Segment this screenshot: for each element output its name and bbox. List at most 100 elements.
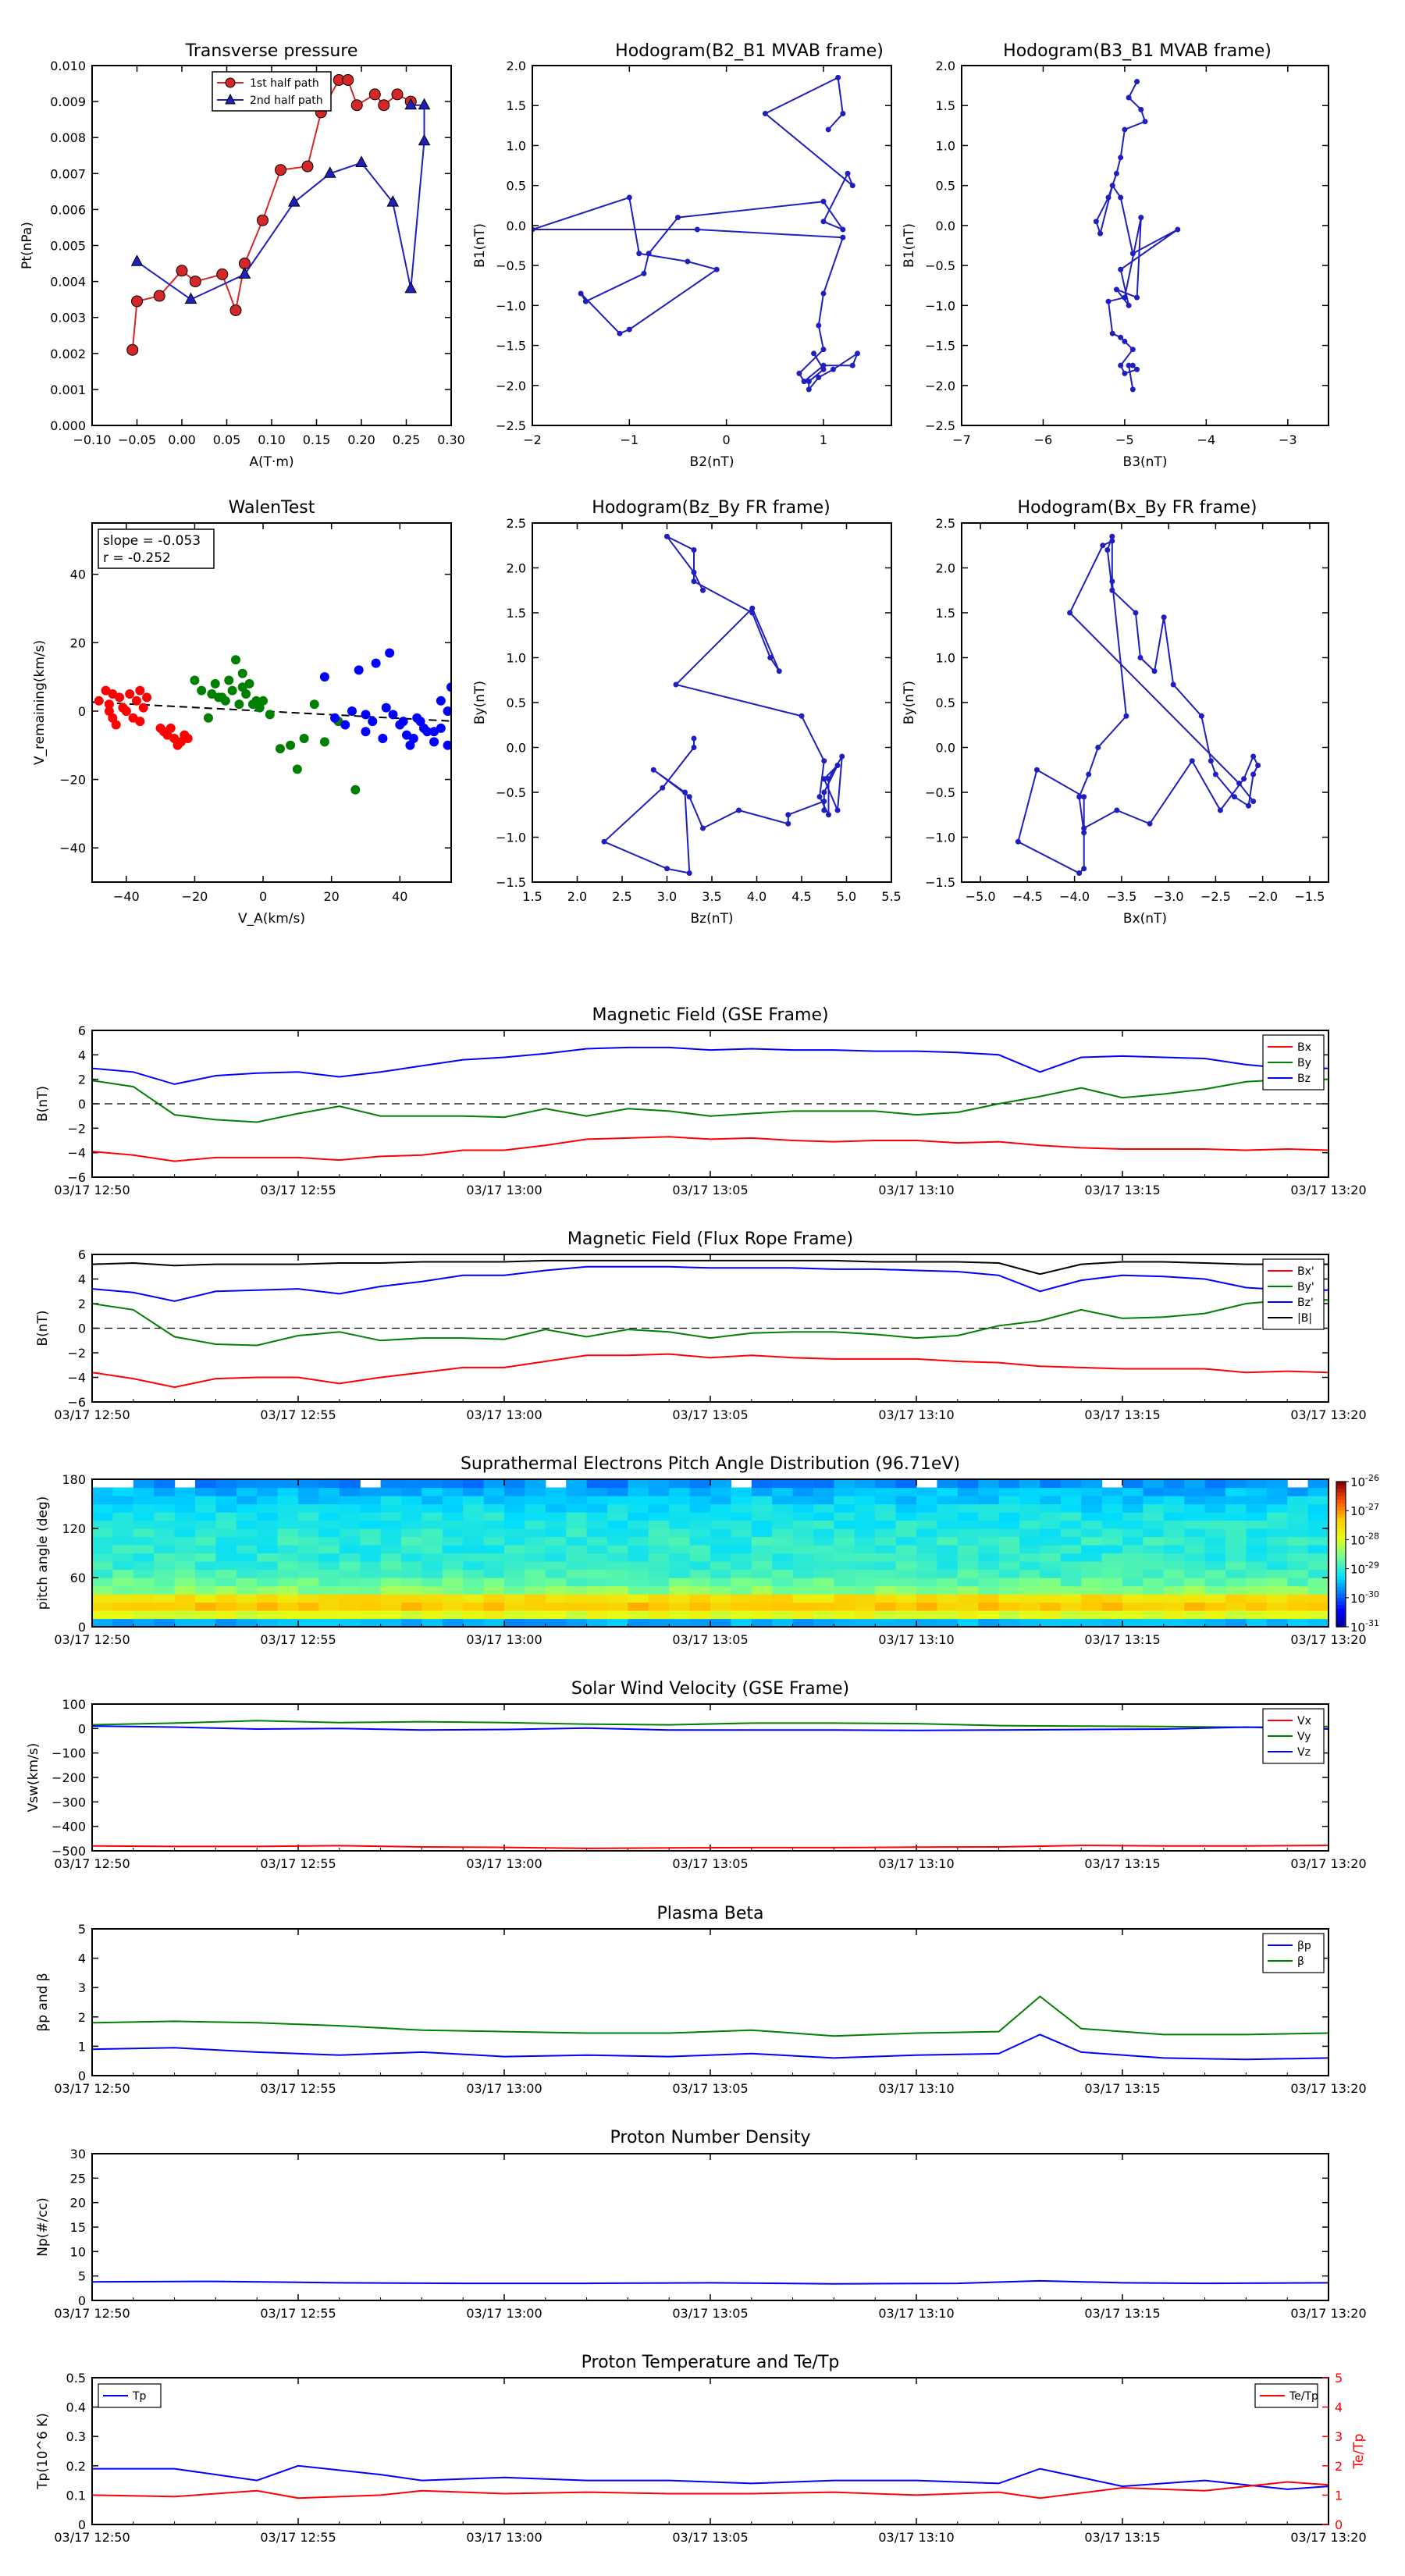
- x-tick-label: 03/17 13:20: [1290, 2306, 1366, 2321]
- heatmap-cell: [298, 1585, 319, 1595]
- heatmap-cell: [854, 1569, 876, 1578]
- heatmap-cell: [195, 1578, 216, 1587]
- data-point: [821, 799, 827, 804]
- y-tick-label: −20: [59, 773, 86, 788]
- y-tick-label: −6: [67, 1395, 86, 1410]
- heatmap-cell: [195, 1536, 216, 1546]
- data-point: [1122, 126, 1128, 133]
- heatmap-cell: [1019, 1496, 1040, 1505]
- heatmap-cell: [545, 1545, 567, 1554]
- panel-2-frame: [961, 65, 1329, 426]
- heatmap-cell: [1081, 1528, 1103, 1538]
- heatmap-cell: [566, 1561, 588, 1571]
- heatmap-cell: [154, 1561, 176, 1571]
- heatmap-cell: [463, 1520, 485, 1529]
- colorbar-exponent: -28: [1365, 1531, 1379, 1541]
- panel-7-frame: [91, 1254, 1329, 1403]
- data-point: [429, 727, 439, 737]
- heatmap-cell: [607, 1512, 628, 1521]
- heatmap-cell: [586, 1512, 608, 1521]
- heatmap-cell: [483, 1512, 505, 1521]
- data-point: [700, 587, 706, 593]
- heatmap-cell: [648, 1487, 670, 1496]
- data-point: [849, 183, 855, 189]
- heatmap-cell: [380, 1512, 402, 1521]
- data-point: [238, 267, 251, 279]
- heatmap-cell: [689, 1618, 711, 1628]
- panel-11-frame: [91, 2153, 1329, 2301]
- heatmap-cell: [916, 1487, 937, 1496]
- y-tick-label: 2.0: [507, 561, 526, 576]
- heatmap-cell: [978, 1578, 1000, 1587]
- heatmap-cell: [1040, 1561, 1062, 1571]
- data-point: [691, 547, 697, 553]
- heatmap-cell: [1122, 1487, 1144, 1496]
- y-tick-label: 0.5: [936, 179, 955, 194]
- data-point: [323, 166, 336, 178]
- heatmap-cell: [813, 1520, 834, 1529]
- heatmap-cell: [628, 1561, 649, 1571]
- heatmap-cell: [1163, 1512, 1185, 1521]
- y-tick-label: 30: [70, 2147, 86, 2161]
- heatmap-cell: [607, 1503, 628, 1513]
- series-2: [319, 648, 451, 750]
- heatmap-cell: [916, 1578, 937, 1587]
- heatmap-cell: [937, 1479, 959, 1489]
- y-tick-label: 0.4: [66, 2400, 86, 2415]
- data-point: [839, 753, 845, 760]
- heatmap-cell: [236, 1503, 258, 1513]
- colorbar-segment: [1336, 1550, 1346, 1555]
- y-tick-label: 2: [78, 1073, 86, 1087]
- heatmap-cell: [1287, 1569, 1309, 1578]
- heatmap-cell: [854, 1545, 876, 1554]
- heatmap-cell: [875, 1594, 897, 1603]
- heatmap-cell: [1246, 1553, 1268, 1562]
- x-tick-label: 20: [323, 889, 339, 904]
- heatmap-cell: [422, 1602, 443, 1611]
- y-tick-label: 0.5: [936, 696, 955, 710]
- heatmap-cell: [154, 1520, 176, 1529]
- heatmap-cell: [174, 1528, 196, 1538]
- y-tick-label: 0.1: [66, 2488, 86, 2503]
- heatmap-cell: [1184, 1512, 1206, 1521]
- heatmap-cell: [339, 1520, 361, 1529]
- heatmap-cell: [277, 1618, 299, 1628]
- y-axis-label: pitch angle (deg): [35, 1496, 51, 1610]
- data-point: [1067, 610, 1073, 616]
- heatmap-cell: [154, 1512, 176, 1521]
- heatmap-cell: [772, 1578, 794, 1587]
- heatmap-cell: [772, 1561, 794, 1571]
- heatmap-cell: [1307, 1610, 1329, 1620]
- data-point: [404, 281, 418, 294]
- heatmap-cell: [792, 1545, 814, 1554]
- heatmap-cell: [1060, 1610, 1082, 1620]
- heatmap-cell: [1184, 1569, 1206, 1578]
- data-point: [361, 710, 371, 720]
- heatmap-cell: [978, 1594, 1000, 1603]
- heatmap-cell: [854, 1479, 876, 1489]
- x-tick-label: −20: [182, 889, 208, 904]
- heatmap-cell: [92, 1602, 113, 1611]
- heatmap-cell: [689, 1528, 711, 1538]
- heatmap-cell: [1060, 1512, 1082, 1521]
- y-tick-label: 4: [78, 1272, 86, 1287]
- heatmap-cell: [483, 1618, 505, 1628]
- heatmap-cell: [380, 1553, 402, 1562]
- heatmap-cell: [1184, 1528, 1206, 1538]
- heatmap-cell: [895, 1578, 917, 1587]
- data-point: [820, 362, 827, 368]
- heatmap-cell: [92, 1496, 113, 1505]
- heatmap-cell: [318, 1578, 340, 1587]
- series-line-Vz: [91, 1725, 1329, 1731]
- heatmap-cell: [277, 1553, 299, 1562]
- heatmap-cell: [442, 1503, 464, 1513]
- heatmap-cell: [1266, 1569, 1288, 1578]
- heatmap-cell: [937, 1496, 959, 1505]
- heatmap-cell: [298, 1536, 319, 1546]
- y-tick-label: 1.5: [936, 606, 955, 621]
- heatmap-cell: [1040, 1602, 1062, 1611]
- heatmap-cell: [442, 1496, 464, 1505]
- colorbar-segment: [1336, 1608, 1346, 1614]
- y-tick-label: 0.005: [50, 239, 86, 254]
